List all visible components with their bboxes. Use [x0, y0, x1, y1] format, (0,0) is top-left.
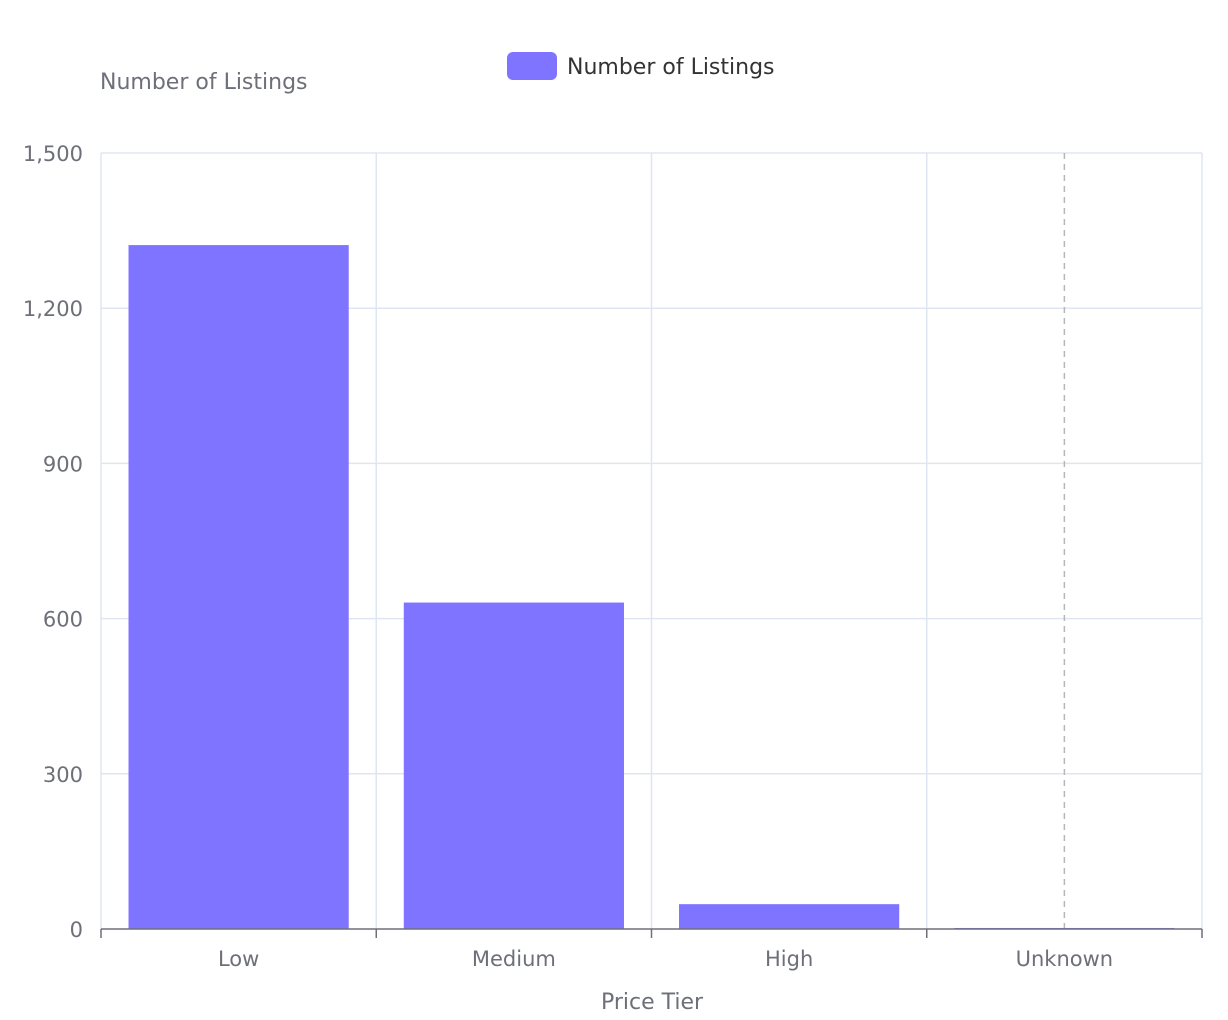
bar-low[interactable]	[128, 245, 349, 929]
legend-swatch[interactable]	[507, 52, 557, 80]
x-axis-title: Price Tier	[601, 990, 704, 1015]
axes: 0 300 600 900 1,200 1,500 Low Medium High Unknown	[23, 142, 1203, 971]
x-tick-label: Unknown	[1016, 947, 1113, 971]
y-tick-label: 900	[43, 452, 83, 476]
bars	[128, 245, 1175, 929]
legend-label[interactable]: Number of Listings	[567, 55, 775, 80]
bar-medium[interactable]	[403, 602, 624, 929]
y-tick-label: 1,200	[23, 297, 83, 321]
x-tick-label: High	[765, 947, 813, 971]
y-axis-title: Number of Listings	[100, 70, 308, 95]
y-tick-label: 300	[43, 763, 83, 787]
x-tick-label: Low	[218, 947, 259, 971]
y-tick-label: 0	[70, 918, 83, 942]
x-tick-label: Medium	[472, 947, 556, 971]
bar-high[interactable]	[679, 904, 900, 929]
y-tick-label: 1,500	[23, 142, 83, 166]
legend[interactable]: Number of Listings	[507, 52, 775, 80]
y-tick-label: 600	[43, 608, 83, 632]
